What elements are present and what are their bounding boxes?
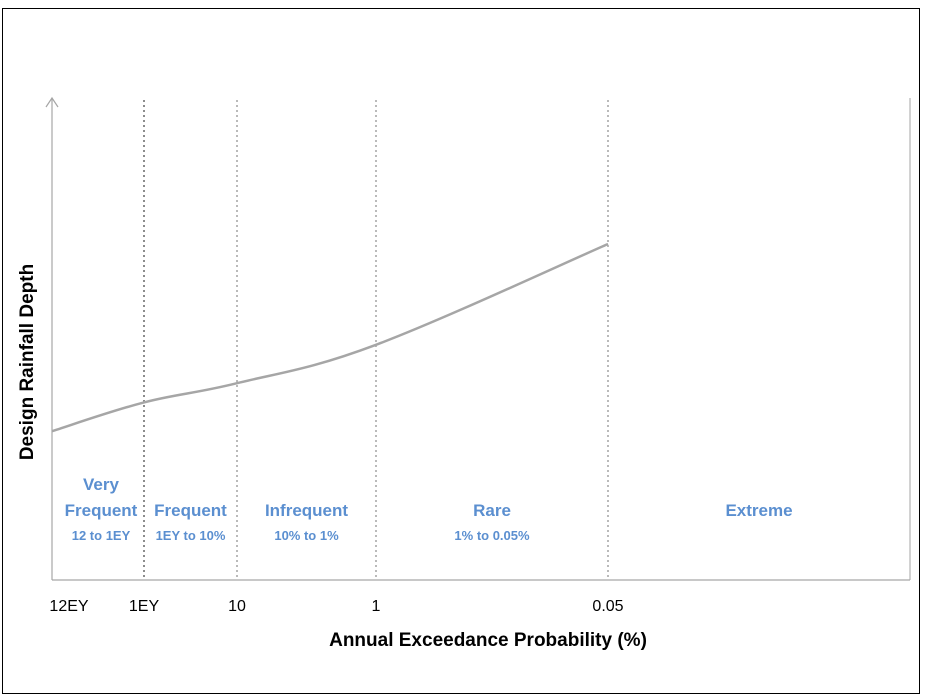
x-tick-label: 1EY [129,598,160,615]
x-tick-label: 12EY [49,598,88,615]
zone-name: Rare [473,501,511,520]
zone-label: Extreme [725,501,792,520]
zone-range: 10% to 1% [274,528,339,543]
x-axis-title: Annual Exceedance Probability (%) [329,630,647,651]
zone-range: 12 to 1EY [72,528,131,543]
zone-name: Very [83,475,119,494]
series-line [51,242,609,433]
zone-label: Frequent 1EY to 10% [154,501,227,543]
zone-name: Frequent [154,501,227,520]
zone-name: Frequent [65,501,138,520]
zone-range: 1% to 0.05% [454,528,530,543]
x-tick-labels: 12EY 1EY 10 1 0.05 [49,598,623,615]
zone-name: Extreme [725,501,792,520]
x-tick-label: 0.05 [592,598,623,615]
x-tick-label: 1 [372,598,381,615]
y-axis-arrow-icon [45,96,59,108]
zone-dividers [143,100,609,580]
zone-range: 1EY to 10% [156,528,226,543]
chart-frame [2,8,920,694]
zone-label: Very Frequent 12 to 1EY [65,475,138,543]
zone-label: Infrequent 10% to 1% [265,501,348,543]
zone-labels: Very Frequent 12 to 1EY Frequent 1EY to 10% I… [65,475,793,543]
x-tick-label: 10 [228,598,246,615]
zone-name: Infrequent [265,501,348,520]
y-axis-title: Design Rainfall Depth [17,264,38,460]
zone-label: Rare 1% to 0.05% [454,501,530,543]
